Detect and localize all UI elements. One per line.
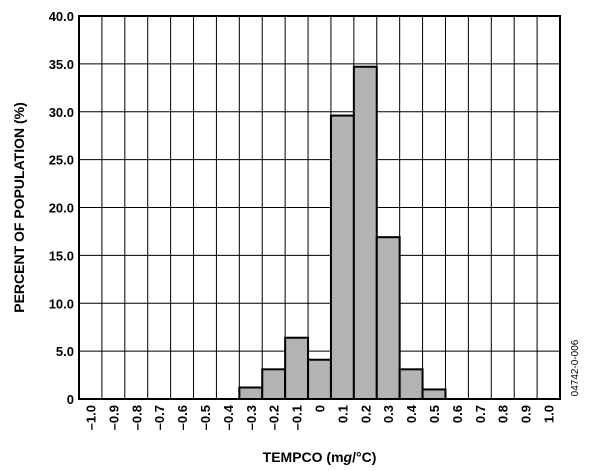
y-axis-title: PERCENT OF POPULATION (%) [11, 102, 27, 313]
histogram-bar [262, 369, 285, 399]
x-tick-label: –0.5 [198, 405, 213, 430]
x-tick-label: –1.0 [83, 405, 98, 430]
x-tick-label: –0.7 [152, 405, 167, 430]
x-tick-label: 0.4 [404, 404, 419, 423]
x-tick-label: –0.8 [129, 405, 144, 430]
histogram-bar [308, 360, 331, 399]
x-tick-label: –0.1 [290, 405, 305, 430]
histogram-bar [331, 116, 354, 399]
y-tick-label: 40.0 [49, 9, 74, 24]
x-tick-label: 0.3 [381, 405, 396, 423]
x-tick-label: –0.2 [267, 405, 282, 430]
figure-id-note: 04742-0-006 [570, 339, 581, 396]
y-tick-label: 30.0 [49, 105, 74, 120]
grid-layer [79, 16, 560, 399]
y-tick-label: 15.0 [49, 248, 74, 263]
x-tick-label: –0.6 [175, 405, 190, 430]
bar-layer [239, 67, 445, 399]
histogram-bar [354, 67, 377, 399]
histogram-bar [377, 237, 400, 399]
x-tick-label: –0.9 [106, 405, 121, 430]
histogram-bar [400, 369, 423, 399]
x-tick-label: –0.4 [221, 404, 236, 430]
x-tick-label: 0.5 [427, 405, 442, 423]
x-axis-title: TEMPCO (mg/°C) [263, 449, 377, 465]
histogram-bar [285, 338, 308, 399]
x-tick-label: 0.6 [450, 405, 465, 423]
y-tick-label: 5.0 [56, 344, 74, 359]
x-tick-label: 0.9 [519, 405, 534, 423]
x-tick-label: 0.8 [496, 405, 511, 423]
x-tick-label: 0 [313, 405, 328, 412]
y-tick-labels: 0 5.0 10.0 15.0 20.0 25.0 30.0 35.0 40.0 [49, 9, 74, 407]
histogram-bar [423, 389, 446, 399]
x-tick-label: 0.2 [358, 405, 373, 423]
x-tick-labels: –1.0 –0.9 –0.8 –0.7 –0.6 –0.5 –0.4 –0.3 –0.2 –0.1… [83, 404, 556, 430]
y-tick-label: 10.0 [49, 296, 74, 311]
x-tick-label: –0.3 [244, 405, 259, 430]
y-tick-label: 20.0 [49, 201, 74, 216]
x-tick-label: 1.0 [542, 405, 557, 423]
y-tick-label: 35.0 [49, 57, 74, 72]
histogram-bar [239, 388, 262, 399]
y-tick-label: 0 [67, 392, 74, 407]
x-tick-label: 0.1 [335, 405, 350, 423]
x-tick-label: 0.7 [473, 405, 488, 423]
y-tick-label: 25.0 [49, 153, 74, 168]
